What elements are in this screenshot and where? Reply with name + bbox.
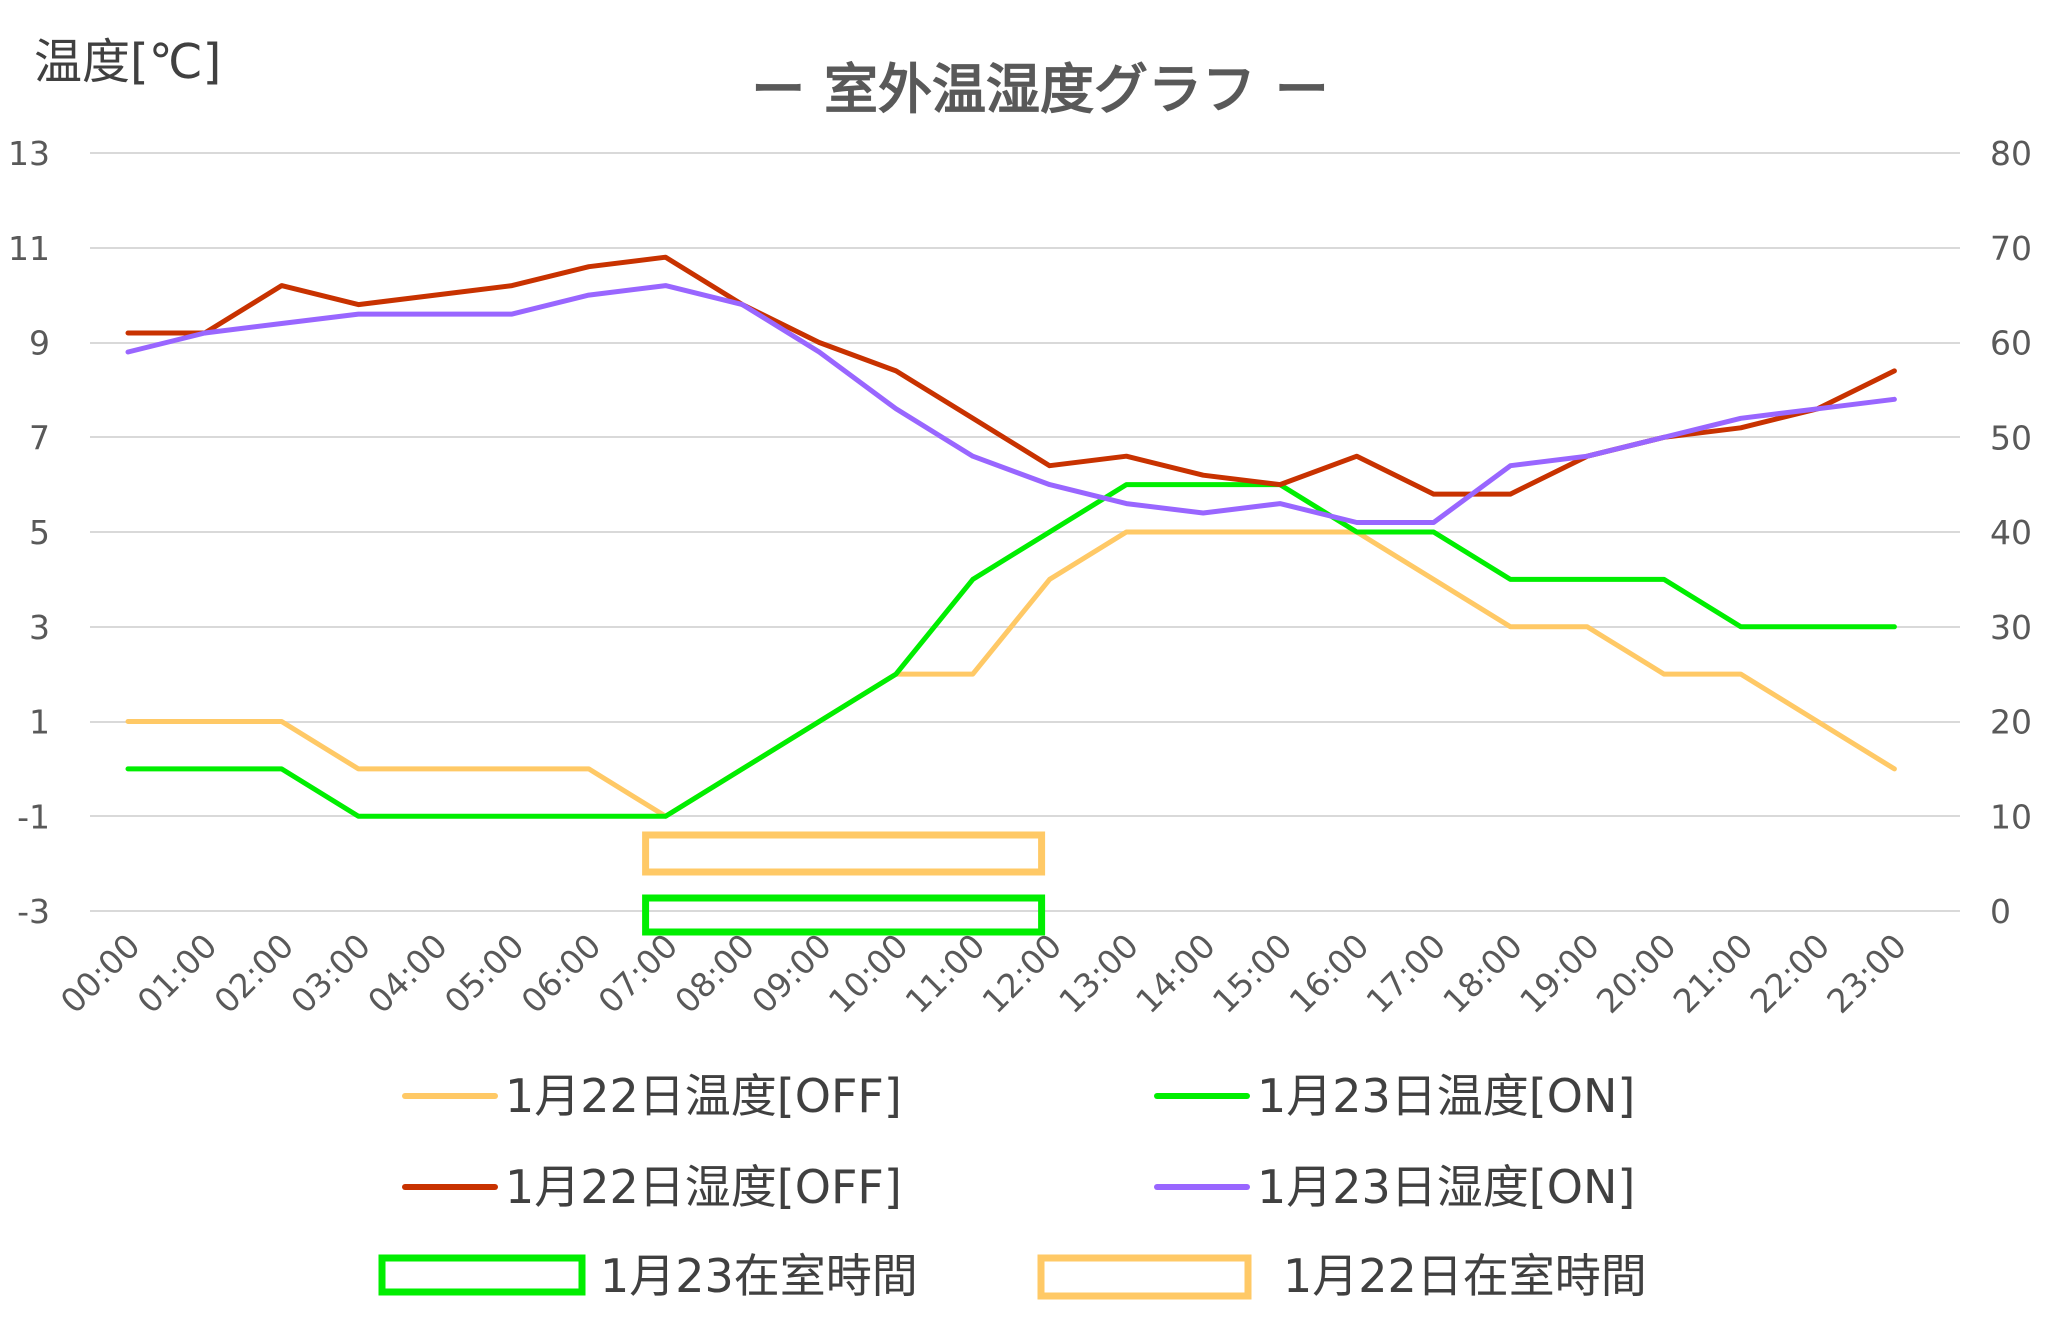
y-tick-label: 1 — [29, 703, 50, 742]
x-tick-label: 14:00 — [1128, 926, 1223, 1021]
x-tick-label: 21:00 — [1666, 926, 1761, 1021]
occupancy-boxes — [642, 831, 1046, 936]
x-tick-label: 03:00 — [283, 926, 378, 1021]
y-tick-label: 13 — [8, 134, 50, 173]
y-tick-label: -3 — [17, 892, 50, 931]
y-tick-label: 3 — [29, 608, 50, 647]
x-tick-label: 11:00 — [898, 926, 993, 1021]
x-axis-ticks: 00:0001:0002:0003:0004:0005:0006:0007:00… — [53, 926, 1914, 1021]
gridlines — [90, 152, 1960, 912]
series-line — [125, 529, 1897, 819]
x-tick-label: 16:00 — [1282, 926, 1377, 1021]
y-axis-label: 温度[℃] — [34, 34, 221, 90]
x-tick-label: 15:00 — [1205, 926, 1300, 1021]
x-tick-label: 19:00 — [1512, 926, 1607, 1021]
x-tick-label: 07:00 — [590, 926, 685, 1021]
occupancy-box — [642, 831, 1046, 876]
x-tick-label: 23:00 — [1819, 926, 1914, 1021]
x-tick-label: 05:00 — [437, 926, 532, 1021]
y-axis-ticks: 13 11 9 7 5 3 1 -1 -3 — [8, 134, 50, 931]
legend-label: 1月22日湿度[OFF] — [505, 1160, 902, 1214]
x-tick-label: 10:00 — [821, 926, 916, 1021]
x-tick-label: 02:00 — [206, 926, 301, 1021]
y-tick-label: 7 — [29, 418, 50, 457]
series-lines — [125, 254, 1897, 819]
y2-tick-label: 20 — [1990, 703, 2032, 742]
series-line — [125, 254, 1897, 497]
legend: 1月22日温度[OFF] 1月23日温度[ON] 1月22日湿度[OFF] 1月23日… — [378, 1069, 1647, 1303]
legend-label: 1月22日温度[OFF] — [505, 1069, 902, 1123]
legend-swatch — [378, 1254, 586, 1296]
y2-tick-label: 0 — [1990, 892, 2011, 931]
y2-tick-label: 70 — [1990, 229, 2032, 268]
y2-tick-label: 40 — [1990, 513, 2032, 552]
y-tick-label: -1 — [17, 797, 50, 836]
x-tick-label: 06:00 — [514, 926, 609, 1021]
y-tick-label: 11 — [8, 229, 50, 268]
x-tick-label: 08:00 — [667, 926, 762, 1021]
x-tick-label: 12:00 — [974, 926, 1069, 1021]
y2-tick-label: 50 — [1990, 418, 2032, 457]
x-tick-label: 13:00 — [1051, 926, 1146, 1021]
y-tick-label: 9 — [29, 324, 50, 363]
series-line — [125, 283, 1897, 525]
y2-tick-label: 60 — [1990, 324, 2032, 363]
x-tick-label: 20:00 — [1589, 926, 1684, 1021]
legend-label: 1月23在室時間 — [600, 1249, 918, 1303]
x-tick-label: 04:00 — [360, 926, 455, 1021]
y2-tick-label: 30 — [1990, 608, 2032, 647]
x-tick-label: 01:00 — [130, 926, 225, 1021]
legend-label: 1月23日温度[ON] — [1257, 1069, 1635, 1123]
series-line — [125, 482, 1897, 819]
legend-swatch — [1037, 1254, 1252, 1300]
occupancy-box — [642, 894, 1046, 936]
x-tick-label: 00:00 — [53, 926, 148, 1021]
legend-label: 1月23日湿度[ON] — [1257, 1160, 1635, 1214]
y-tick-label: 5 — [29, 513, 50, 552]
legend-label: 1月22日在室時間 — [1283, 1249, 1647, 1303]
y2-axis-ticks: 80 70 60 50 40 30 20 10 0 — [1990, 134, 2032, 931]
x-tick-label: 18:00 — [1435, 926, 1530, 1021]
x-tick-label: 09:00 — [744, 926, 839, 1021]
x-tick-label: 22:00 — [1742, 926, 1837, 1021]
x-tick-label: 17:00 — [1358, 926, 1453, 1021]
y2-tick-label: 80 — [1990, 134, 2032, 173]
y2-tick-label: 10 — [1990, 797, 2032, 836]
chart-title: ー 室外温湿度グラフ ー — [751, 58, 1329, 121]
